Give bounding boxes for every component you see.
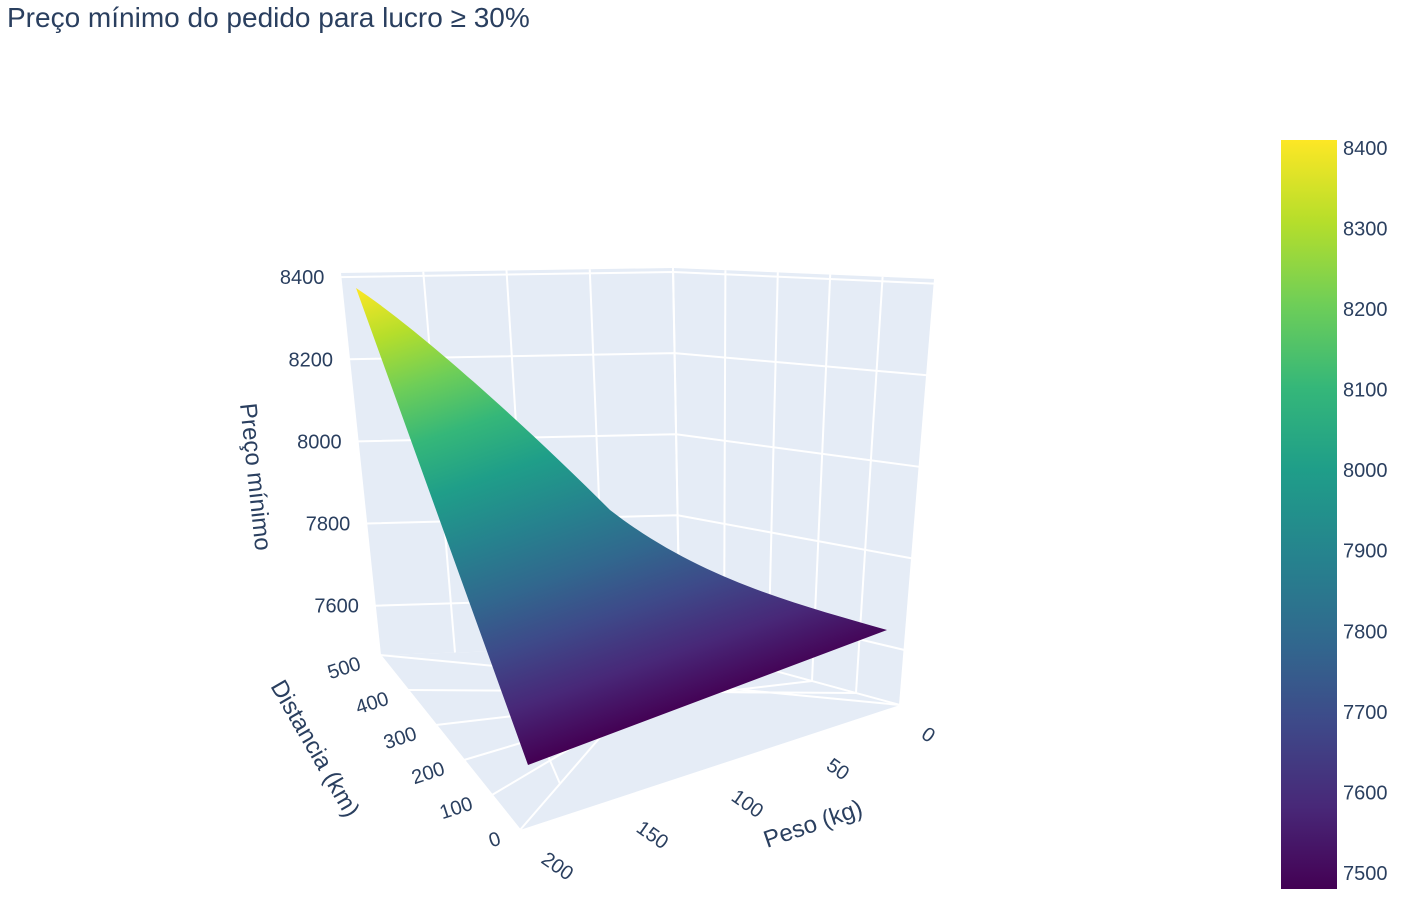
y-wall-gridline — [899, 278, 936, 706]
x-floor-gridline — [379, 654, 521, 831]
colorbar-tick-label: 7700 — [1343, 702, 1388, 724]
y-tick-label: 400 — [353, 688, 392, 719]
z-tick-label: 8200 — [289, 349, 334, 371]
z-tick-label: 8000 — [297, 431, 342, 453]
colorbar-tick-label: 8400 — [1343, 138, 1388, 160]
y-tick-label: 0 — [486, 828, 503, 852]
colorbar — [1281, 140, 1337, 889]
x-tick-label: 100 — [727, 786, 767, 823]
surface — [356, 288, 887, 765]
x-tick-label: 50 — [822, 754, 853, 785]
x-tick-label: 150 — [632, 817, 672, 854]
colorbar-tick-label: 8200 — [1343, 299, 1388, 321]
z-tick-label: 7800 — [306, 514, 351, 536]
y-tick-label: 300 — [381, 723, 420, 754]
z-tick-label: 8400 — [280, 267, 325, 289]
x-tick-label: 0 — [917, 723, 939, 747]
surface-sheet — [356, 288, 887, 765]
colorbar-tick-label: 7900 — [1343, 541, 1388, 563]
z-axis-title: Preço mínimo — [234, 402, 276, 552]
colorbar-tick-label: 8000 — [1343, 460, 1388, 482]
z-tick-label: 7600 — [314, 596, 359, 618]
y-tick-label: 500 — [325, 653, 364, 684]
y-axis-title: Distancia (km) — [265, 676, 365, 822]
colorbar-tick-label: 8300 — [1343, 219, 1388, 241]
colorbar-tick-label: 7600 — [1343, 782, 1388, 804]
colorbar-tick-label: 7800 — [1343, 621, 1388, 643]
y-tick-label: 100 — [437, 793, 476, 824]
colorbar-tick-label: 7500 — [1343, 863, 1388, 885]
y-tick-label: 200 — [409, 758, 448, 789]
colorbar-tick-label: 8100 — [1343, 380, 1388, 402]
colorbar-ticks: 7500 7600 7700 7800 7900 8000 8100 8200 8300 8400 — [1343, 138, 1388, 885]
x-axis-title: Peso (kg) — [760, 795, 866, 854]
x-tick-label: 200 — [537, 848, 577, 885]
chart-title: Preço mínimo do pedido para lucro ≥ 30% — [7, 2, 530, 33]
x-wall-gridline — [339, 272, 381, 656]
